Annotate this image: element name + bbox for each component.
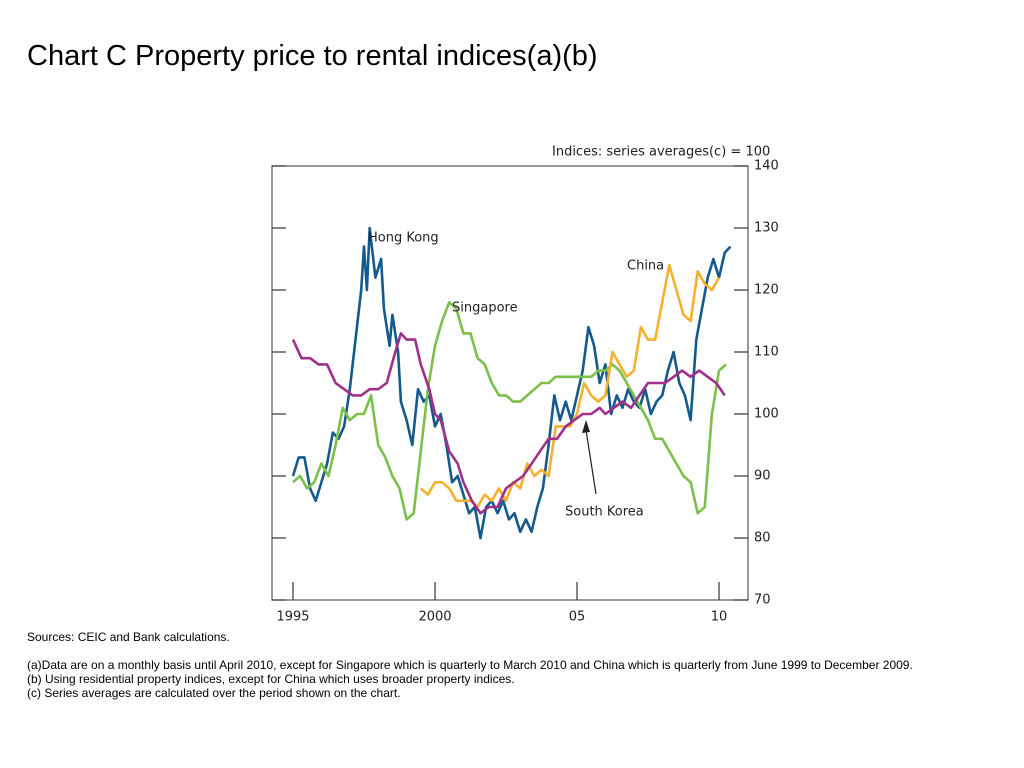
y-tick-label: 90 (754, 469, 771, 484)
footnotes: Sources: CEIC and Bank calculations. (a)… (27, 630, 977, 700)
series-label: China (627, 259, 664, 274)
x-tick-label: 05 (569, 610, 586, 625)
note: (a)Data are on a monthly basis until Apr… (27, 658, 913, 672)
sources: Sources: CEIC and Bank calculations. (27, 630, 230, 644)
series-line (291, 226, 732, 540)
series-label: South Korea (565, 505, 644, 520)
note: (b) Using residential property indices, … (27, 672, 515, 686)
y-tick-label: 130 (754, 221, 779, 236)
y-tick-label: 100 (754, 407, 779, 422)
x-tick-label: 1995 (276, 610, 309, 625)
series-label: Singapore (452, 301, 518, 316)
y-tick-label: 80 (754, 531, 771, 546)
y-tick-label: 110 (754, 345, 779, 360)
annotation-arrow (585, 429, 597, 495)
spacer (27, 644, 977, 658)
series-line (291, 332, 726, 515)
y-tick-label: 140 (754, 159, 779, 174)
note: (c) Series averages are calculated over … (27, 686, 401, 700)
arrow-head (582, 420, 590, 433)
y-axis-label: Indices: series averages(c) = 100 (552, 145, 770, 160)
plot-frame (271, 165, 749, 601)
series-line (292, 301, 727, 521)
series-label: Hong Kong (368, 231, 439, 246)
slide-title: Chart C Property price to rental indices… (27, 40, 598, 72)
x-tick-label: 2000 (418, 610, 451, 625)
x-tick-label: 10 (711, 610, 728, 625)
y-tick-label: 120 (754, 283, 779, 298)
chart: Indices: series averages(c) = 100 70 80 90… (271, 145, 779, 625)
y-tick-label: 70 (754, 593, 771, 608)
